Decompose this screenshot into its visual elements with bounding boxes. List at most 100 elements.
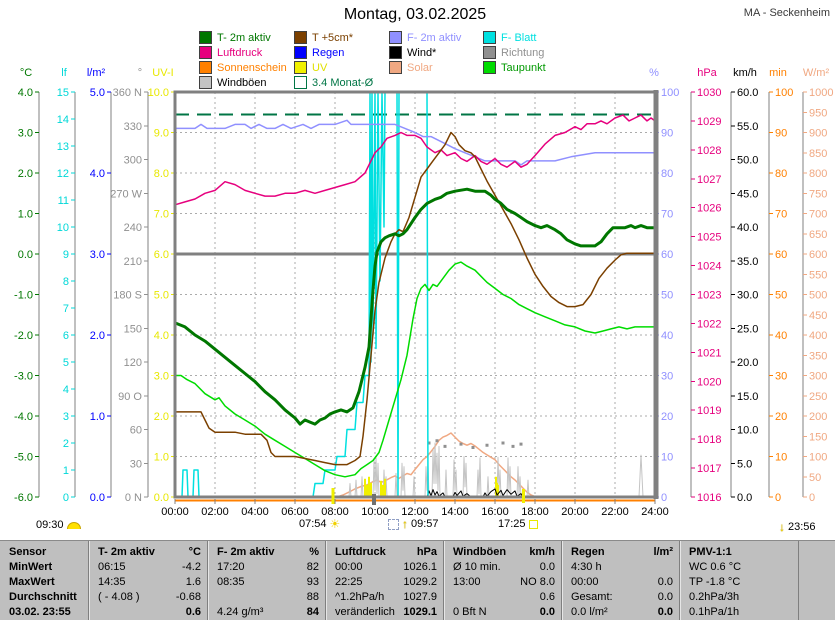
tick-label: 6 [63, 330, 69, 342]
tick-label: 180 S [113, 290, 142, 302]
table-row: 0.1hPa/1h [680, 605, 798, 620]
table-row: veränderlich 1029.1 [326, 605, 444, 620]
legend-swatch [389, 61, 402, 74]
axis-title-lf: lf [61, 67, 67, 79]
column-unit: km/h [529, 546, 555, 558]
tick-label: 50 [775, 290, 787, 302]
tick-label: 1000 [809, 87, 833, 99]
tick-label: 0.0 [737, 492, 752, 504]
x-axis-label: 14:00 [441, 506, 469, 518]
table-header: Luftdruck hPa [326, 545, 444, 560]
tick-label: 900 [809, 128, 827, 140]
legend-label: T- 2m aktiv [217, 31, 271, 44]
stats-table: Sensor MinWert MaxWert Durchschnitt 03.02. 2… [0, 540, 835, 620]
x-axis-label: 06:00 [281, 506, 309, 518]
legend-label: Regen [312, 46, 345, 59]
series-fblatt [175, 91, 655, 498]
legend-swatch [294, 46, 307, 59]
table-header: Windböen km/h [444, 545, 562, 560]
daylight-duration-value: 09:30 [36, 519, 64, 531]
tick-label: 1028 [697, 145, 721, 157]
tick-label: 550 [809, 269, 827, 281]
tick-label: 150 [809, 431, 827, 443]
table-column-regen: Regen l/m² 4:30 h 00:00 0.0 Gesamt: 0.0 0.0 l/m… [561, 541, 680, 620]
column-unit: hPa [416, 546, 437, 558]
tick-label: 35.0 [737, 256, 758, 268]
tick-label: 10 [775, 452, 787, 464]
legend-item-taupunkt: Taupunkt [483, 61, 546, 74]
legend-item-t-5cm-: T +5cm* [294, 31, 353, 44]
tick-label: -4.0 [14, 411, 33, 423]
axis-title-hpa: hPa [697, 67, 717, 79]
table-row: TP -1.8 °C [680, 575, 798, 590]
cell-value: 93 [306, 576, 319, 588]
table-column-f-2m-aktiv: F- 2m aktiv% 17:20 82 08:35 93 88 4.24 g/m³ 84 [207, 541, 326, 620]
cell-text: 0.0 l/m² [571, 606, 608, 618]
cell-value: 1.6 [185, 576, 201, 588]
table-row-label: MinWert [0, 560, 88, 575]
tick-label: 90 [775, 128, 787, 140]
legend-swatch [483, 46, 496, 59]
tick-label: 45.0 [737, 188, 758, 200]
tick-label: 350 [809, 350, 827, 362]
axis-title-deg: ° [138, 67, 142, 79]
legend-swatch [294, 31, 307, 44]
legend-swatch [199, 31, 212, 44]
legend-swatch [389, 31, 402, 44]
tick-label: 1021 [697, 347, 721, 359]
cell-text: Gesamt: [571, 591, 613, 603]
tick-label: 10 [661, 452, 673, 464]
tick-label: 2 [63, 438, 69, 450]
tick-label: 80 [661, 168, 673, 180]
cell-text: 4.24 g/m³ [217, 606, 264, 618]
tick-label: 1022 [697, 318, 721, 330]
axis-title-kmh: km/h [733, 67, 757, 79]
cell-text: ( - 4.08 ) [98, 591, 140, 603]
table-row: Ø 10 min. 0.0 [444, 560, 562, 575]
axis-lm2: l/m² 5.0 4.0 3.0 2.0 1.0 0.0 [87, 67, 112, 504]
x-axis-label: 04:00 [241, 506, 269, 518]
tick-label: 360 N [113, 87, 142, 99]
tick-label: 7 [63, 303, 69, 315]
row-label: MinWert [9, 561, 53, 573]
table-row: 22:25 1029.2 [326, 575, 444, 590]
cell-text: 17:20 [217, 561, 245, 573]
tick-label: 1025 [697, 232, 721, 244]
tick-label: 210 [124, 256, 142, 268]
tick-label: 1019 [697, 405, 721, 417]
table-row: 0.6 [89, 605, 208, 620]
cell-text: 08:35 [217, 576, 245, 588]
cell-value: 0.0 [539, 606, 555, 618]
cell-value: 1029.2 [403, 576, 437, 588]
legend-label: Luftdruck [217, 46, 263, 59]
table-row: 14:35 1.6 [89, 575, 208, 590]
legend-swatch [294, 76, 307, 89]
tick-label: 50 [661, 290, 673, 302]
table-row: 13:00 NO 8.0 [444, 575, 562, 590]
tick-label: 55.0 [737, 121, 758, 133]
table-row: 17:20 82 [208, 560, 326, 575]
half-sun-icon [66, 521, 81, 529]
tick-label: 40.0 [737, 222, 758, 234]
series-richtung [427, 439, 523, 449]
x-axis-label: 12:00 [401, 506, 429, 518]
tick-label: 250 [809, 391, 827, 403]
x-axis-label: 18:00 [521, 506, 549, 518]
tick-label: 3.0 [90, 249, 105, 261]
moonrise-time: ↑ 09:57 [388, 517, 439, 531]
tick-label: 9.0 [154, 128, 169, 140]
x-axis-label: 08:00 [321, 506, 349, 518]
table-column-pmv-1-1: PMV-1:1 WC 0.6 °C TP -1.8 °C 0.2hPa/3h 0.1hP… [679, 541, 799, 620]
tick-label: 8.0 [154, 168, 169, 180]
x-axis-label: 02:00 [201, 506, 229, 518]
tick-label: -6.0 [14, 492, 33, 504]
tick-label: 100 [661, 87, 679, 99]
axis-title-wm2: W/m² [803, 67, 830, 79]
tick-label: 850 [809, 148, 827, 160]
tick-label: -1.0 [14, 290, 33, 302]
cell-value: 88 [306, 591, 319, 603]
tick-label: 40 [661, 330, 673, 342]
legend-swatch [199, 61, 212, 74]
series-t5cm [175, 131, 655, 466]
